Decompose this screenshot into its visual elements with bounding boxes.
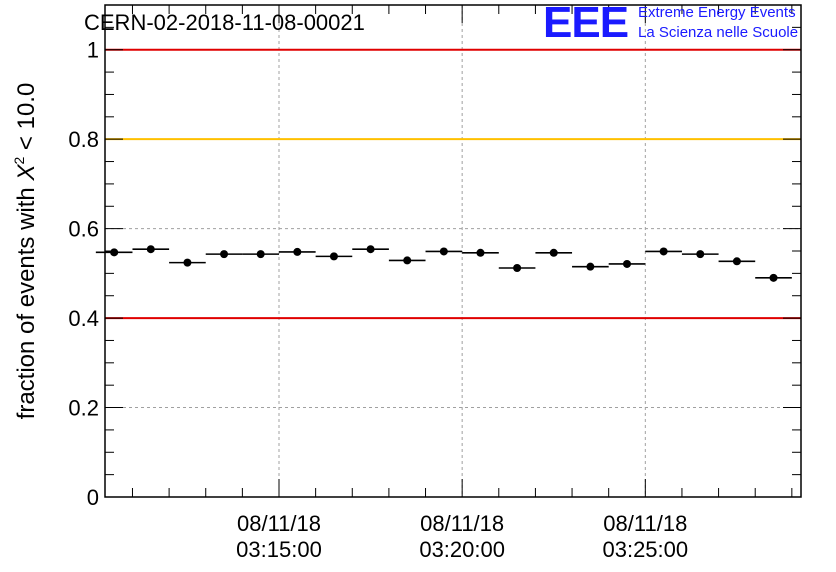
x-tick-label-date: 08/11/18 [237, 511, 321, 536]
data-point [476, 248, 485, 257]
x-tick-label-time: 03:20:00 [419, 537, 505, 562]
run-title: CERN-02-2018-11-08-00021 [84, 10, 365, 35]
eee-logo-mark: EEE [543, 0, 629, 47]
data-point [256, 250, 265, 259]
x-tick-label-date: 08/11/18 [603, 511, 687, 536]
y-axis-label-suffix: < 10.0 [13, 83, 40, 157]
y-tick-label: 0 [87, 485, 99, 510]
y-tick-labels: 0 0.2 0.4 0.6 0.8 1 [68, 38, 99, 510]
y-tick-label: 0.2 [68, 396, 99, 421]
logo-line-1: Extreme Energy Events [638, 4, 796, 21]
data-point [329, 252, 338, 261]
data-point [403, 256, 412, 265]
data-point [110, 248, 119, 257]
y-axis-label: fraction of events with X2 < 10.0 [11, 83, 40, 420]
reference-lines [105, 48, 801, 320]
y-axis-label-prefix: fraction of events with [13, 181, 40, 420]
data-point [696, 250, 705, 259]
data-point [293, 247, 302, 256]
y-tick-label: 0.4 [68, 306, 99, 331]
data-point [439, 247, 448, 256]
eee-logo: EEE Extreme Energy Events La Scienza nel… [543, 0, 833, 47]
logo-line-2: La Scienza nelle Scuole [638, 24, 799, 41]
axis-ticks [105, 4, 801, 498]
y-tick-label: 0.8 [68, 127, 99, 152]
chi-symbol: X [13, 164, 40, 182]
data-point [366, 245, 375, 254]
data-point [732, 257, 741, 266]
x-tick-label-time: 03:15:00 [236, 537, 322, 562]
x-tick-label-date: 08/11/18 [420, 511, 504, 536]
data-point [659, 247, 668, 256]
data-point [146, 245, 155, 254]
x-tick-label-time: 03:25:00 [602, 537, 688, 562]
data-series [95, 245, 792, 282]
y-axis-label-superscript: 2 [11, 157, 27, 165]
data-point [769, 273, 778, 282]
data-point [586, 262, 595, 271]
y-tick-label: 0.6 [68, 217, 99, 242]
data-point [623, 259, 631, 268]
y-tick-label: 1 [87, 38, 99, 63]
data-point [220, 250, 229, 259]
data-point [549, 248, 558, 257]
x-tick-labels: 08/11/1803:15:0008/11/1803:20:0008/11/18… [236, 511, 688, 562]
data-point [183, 258, 192, 267]
data-point [513, 263, 522, 272]
